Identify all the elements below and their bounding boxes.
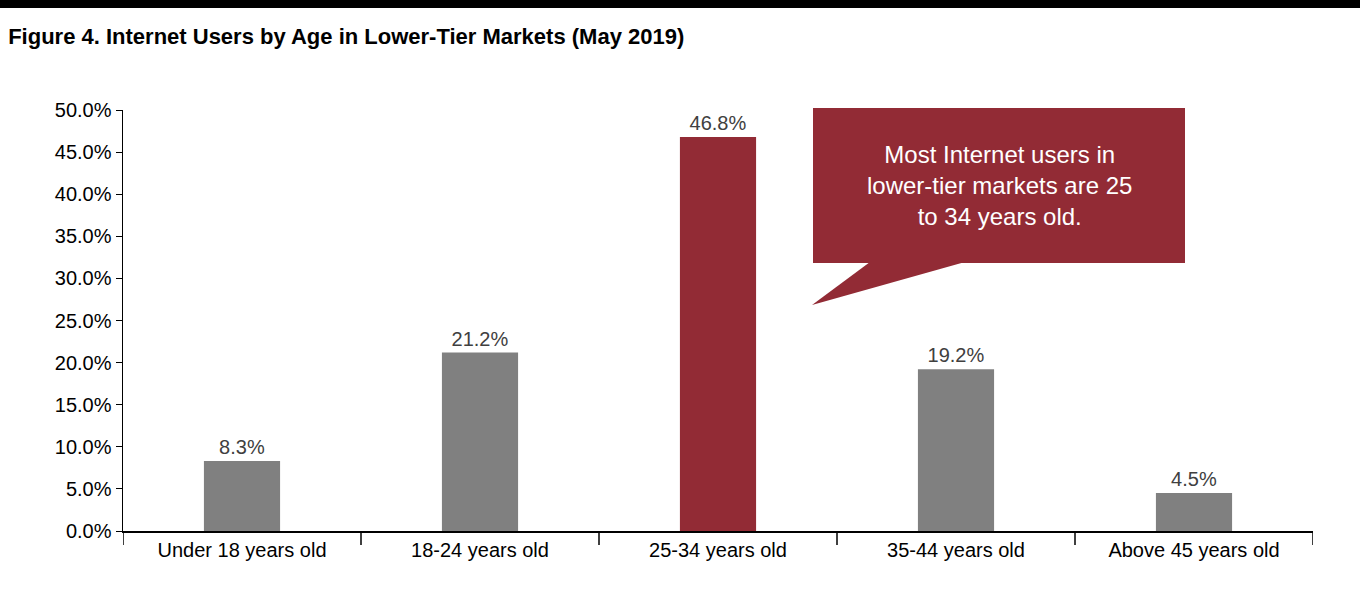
svg-text:35.0%: 35.0%: [55, 225, 112, 247]
svg-text:4.5%: 4.5%: [1171, 468, 1217, 490]
svg-text:30.0%: 30.0%: [55, 267, 112, 289]
svg-text:18-24 years old: 18-24 years old: [411, 539, 549, 561]
svg-text:5.0%: 5.0%: [66, 478, 112, 500]
svg-text:25-34 years old: 25-34 years old: [649, 539, 787, 561]
svg-text:15.0%: 15.0%: [55, 394, 112, 416]
svg-text:10.0%: 10.0%: [55, 436, 112, 458]
svg-text:50.0%: 50.0%: [55, 99, 112, 121]
svg-text:0.0%: 0.0%: [66, 520, 112, 542]
svg-text:45.0%: 45.0%: [55, 141, 112, 163]
svg-text:25.0%: 25.0%: [55, 310, 112, 332]
svg-text:Under 18 years old: Under 18 years old: [158, 539, 327, 561]
svg-text:21.2%: 21.2%: [452, 328, 509, 350]
svg-text:Most Internet users inlower-ti: Most Internet users inlower-tier markets…: [867, 141, 1132, 230]
svg-text:8.3%: 8.3%: [219, 436, 265, 458]
svg-text:Figure 4. Internet Users by Ag: Figure 4. Internet Users by Age in Lower…: [8, 24, 684, 49]
svg-text:35-44 years old: 35-44 years old: [887, 539, 1025, 561]
svg-text:46.8%: 46.8%: [690, 112, 747, 134]
svg-text:20.0%: 20.0%: [55, 352, 112, 374]
svg-text:40.0%: 40.0%: [55, 183, 112, 205]
svg-text:Above 45 years old: Above 45 years old: [1108, 539, 1279, 561]
svg-text:19.2%: 19.2%: [928, 344, 985, 366]
